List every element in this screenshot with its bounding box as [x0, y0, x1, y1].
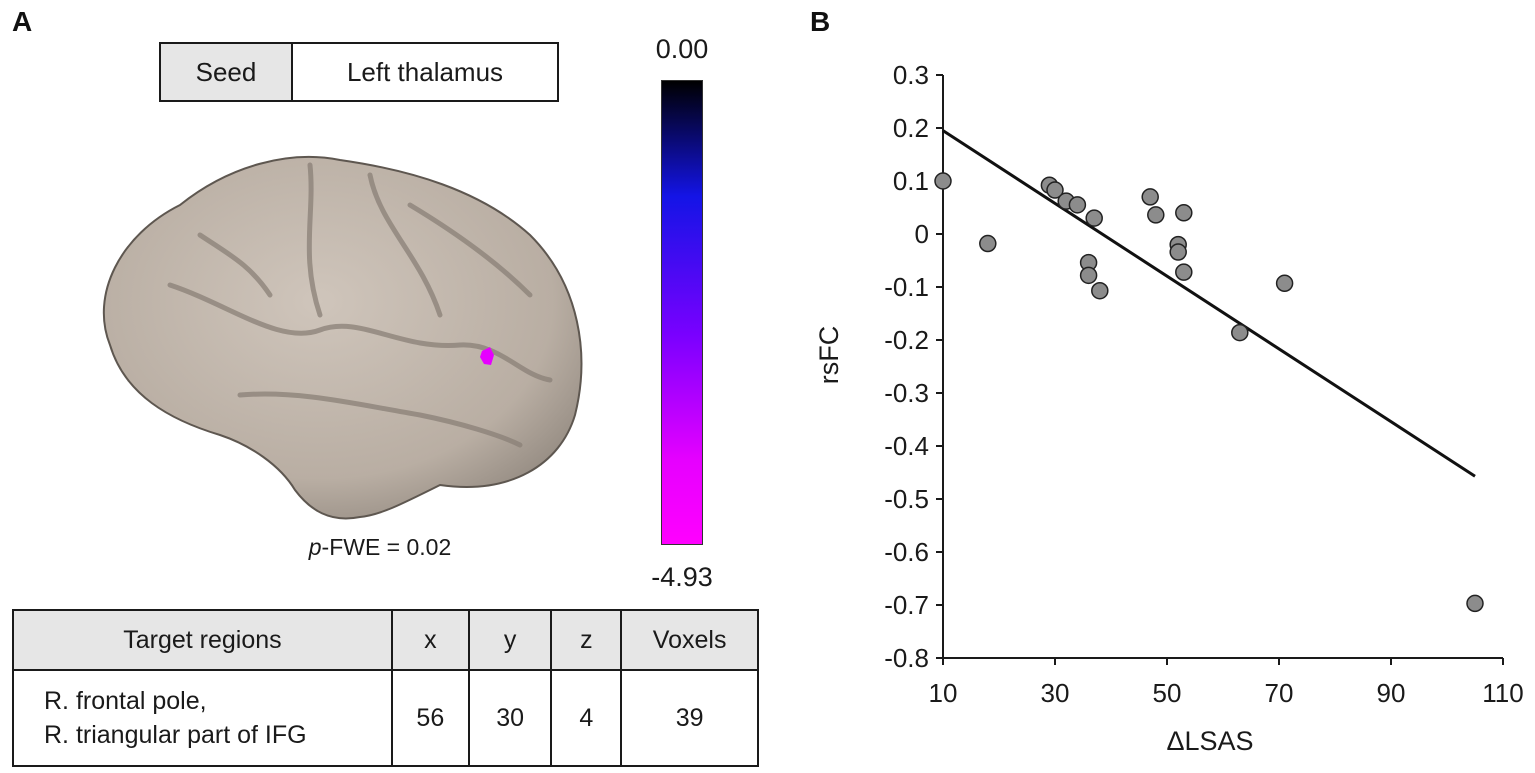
y-tick-label: -0.8 [884, 643, 929, 673]
region-line-2: R. triangular part of IFG [44, 721, 307, 749]
x-tick-label: 10 [929, 678, 958, 708]
data-point [1175, 204, 1193, 222]
y-axis-label: rsFC [814, 326, 844, 384]
cell-voxels: 39 [620, 669, 759, 767]
x-tick-label: 90 [1377, 678, 1406, 708]
x-tick-label: 110 [1482, 678, 1523, 708]
data-point [1147, 206, 1165, 224]
header-target-regions: Target regions [12, 609, 393, 671]
x-tick-label: 50 [1153, 678, 1182, 708]
regression-line [942, 129, 1476, 478]
cell-y: 30 [467, 669, 553, 767]
sulcus-lateral [167, 282, 553, 383]
x-tick-label: 70 [1265, 678, 1294, 708]
data-point [1275, 274, 1294, 293]
colorbar-min-label: -4.93 [651, 562, 713, 592]
table-header-row: Target regions x y z Voxels [12, 609, 759, 671]
brain-surface-image [102, 156, 583, 520]
header-y: y [467, 609, 553, 671]
header-voxels: Voxels [620, 609, 759, 671]
cell-z: 4 [550, 669, 623, 767]
y-tick-label: 0.3 [893, 60, 929, 90]
y-tick-label: 0.1 [893, 166, 929, 196]
data-point [1231, 323, 1249, 342]
data-point [1175, 263, 1193, 281]
data-point [1091, 281, 1109, 300]
y-tick-label: 0.2 [893, 113, 929, 143]
sulcus-central [306, 162, 323, 318]
y-tick-label: -0.2 [884, 325, 929, 355]
sulcus-frontal-2 [407, 202, 533, 298]
y-tick-label: -0.6 [884, 537, 929, 567]
data-point [1068, 196, 1087, 214]
sulcus-parietal [197, 232, 273, 298]
header-x: x [390, 609, 470, 671]
chart-axes: 0.3 0.2 0.1 0 -0.1 -0.2 -0.3 -0.4 -0.5 -0.6 -0.7 -0… [884, 60, 1524, 708]
y-tick-label: -0.4 [884, 431, 929, 461]
colorbar [661, 80, 703, 545]
y-tick-label: -0.5 [884, 484, 929, 514]
y-tick-label: -0.1 [884, 272, 929, 302]
seed-box: Seed Left thalamus [159, 42, 559, 102]
table-row: R. frontal pole, R. triangular part of I… [12, 669, 759, 767]
region-line-1: R. frontal pole, [44, 687, 207, 715]
cell-x: 56 [390, 669, 470, 767]
seed-value: Left thalamus [346, 56, 504, 87]
colorbar-max-label: 0.00 [655, 34, 709, 64]
sulcus-frontal [367, 172, 443, 318]
y-tick-label: 0 [915, 219, 929, 249]
cell-region: R. frontal pole, R. triangular part of I… [12, 669, 393, 767]
data-point [934, 172, 952, 190]
target-regions-table: Target regions x y z Voxels R. frontal p… [12, 609, 759, 767]
y-tick-label: -0.3 [884, 378, 929, 408]
data-point [1169, 243, 1187, 261]
x-tick-label: 30 [1041, 678, 1070, 708]
p-fwe-label: p-FWE = 0.02 [250, 534, 510, 561]
p-italic: p [308, 534, 322, 560]
data-point [1079, 266, 1098, 285]
panel-label-b: B [810, 6, 831, 37]
y-tick-label: -0.7 [884, 590, 929, 620]
x-axis-label: ΔLSAS [1166, 726, 1253, 756]
sulcus-temporal [237, 391, 523, 448]
data-point [1085, 209, 1103, 227]
data-point [1466, 594, 1484, 613]
header-z: z [550, 609, 623, 671]
data-point [1141, 188, 1159, 206]
panel-label-a: A [12, 6, 33, 37]
activation-cluster [480, 347, 494, 365]
p-fwe-value: -FWE = 0.02 [321, 534, 452, 560]
seed-key: Seed [161, 44, 293, 100]
data-point [1046, 181, 1064, 199]
chart-marks [934, 129, 1484, 613]
data-point [979, 234, 997, 253]
